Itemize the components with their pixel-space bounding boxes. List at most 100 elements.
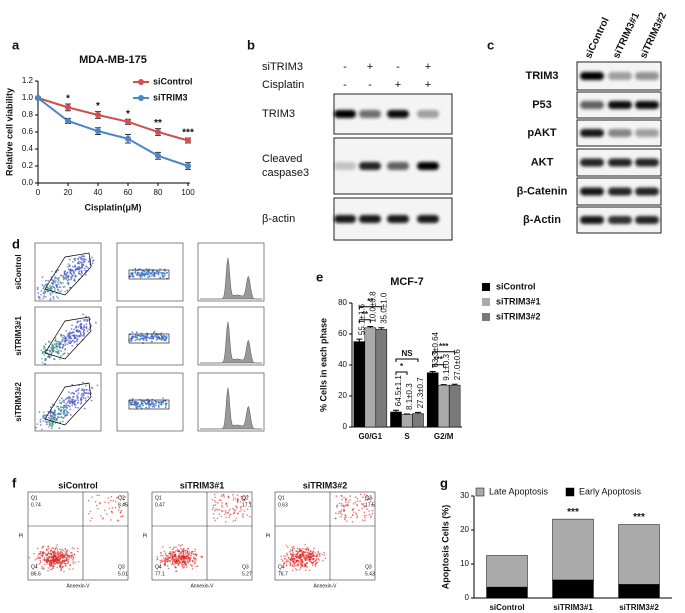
bar-annotation: 55.1±1.6	[357, 303, 366, 335]
condition-level: -	[396, 61, 400, 73]
flow-dot	[61, 554, 63, 557]
flow-dot	[190, 554, 193, 557]
flow-dot	[365, 505, 367, 507]
bar	[353, 341, 366, 428]
bar	[552, 579, 594, 599]
flow-dot	[306, 554, 309, 557]
flow-dot	[283, 555, 285, 557]
legend-label: Late Apoptosis	[489, 486, 549, 496]
y-axis-label: PI	[266, 533, 271, 539]
point	[155, 152, 161, 159]
flow-dot	[156, 334, 159, 336]
flow-dot	[296, 551, 299, 553]
flow-dot	[306, 557, 308, 559]
flow-dot	[241, 495, 243, 498]
flow-dot	[362, 502, 365, 505]
gate	[44, 316, 92, 360]
flow-dot	[51, 291, 54, 294]
flow-dot	[76, 394, 79, 397]
x-tick-label: 80	[154, 188, 163, 197]
blot-row-label: pAKT	[527, 127, 557, 139]
flow-dot	[63, 270, 66, 273]
flow-dot	[57, 407, 60, 410]
flow-dot	[160, 332, 163, 335]
error-bar	[393, 409, 399, 412]
bar	[486, 555, 528, 588]
flow-dot	[314, 565, 317, 567]
quadrant-value: 17.5	[365, 502, 375, 508]
flow-dot	[88, 512, 90, 515]
flow-dot	[53, 552, 55, 554]
flow-dot	[85, 327, 88, 330]
flow-dot	[41, 357, 43, 360]
flow-dot	[171, 548, 174, 551]
flow-dot	[34, 558, 36, 561]
flow-dot	[53, 418, 56, 421]
flow-dot	[85, 315, 88, 318]
flow-dot	[174, 562, 177, 565]
flow-dot	[186, 555, 189, 558]
flow-dot	[228, 516, 231, 519]
flow-dot	[54, 557, 57, 560]
flow-dot	[158, 566, 160, 568]
x-tick-label: siTRIM3#2	[619, 603, 659, 612]
flow-dot	[131, 331, 134, 333]
bar-annotation: 9.1±0.3	[442, 354, 451, 381]
flow-dot	[311, 561, 313, 563]
flow-dot	[300, 554, 303, 557]
flow-dot	[80, 398, 82, 401]
flow-dot	[157, 400, 159, 403]
bracket	[395, 358, 419, 362]
flow-dot	[91, 496, 93, 498]
flow-dot	[48, 557, 50, 559]
flow-dot	[80, 266, 83, 269]
flow-dot	[85, 389, 88, 391]
flow-dot	[70, 332, 73, 334]
flow-dot	[139, 338, 142, 341]
flow-dot	[306, 566, 309, 569]
flow-dot	[214, 496, 216, 499]
flow-dot	[65, 559, 67, 562]
flow-dot	[67, 412, 70, 414]
flow-dot	[242, 516, 244, 518]
flow-dot	[35, 563, 38, 565]
flow-dot	[44, 420, 47, 423]
flow-dot	[194, 548, 196, 550]
flow-dot	[123, 498, 126, 501]
flow-dot	[39, 556, 42, 559]
flow-dot	[54, 547, 57, 550]
bar	[375, 329, 388, 428]
point	[125, 118, 131, 125]
flow-dot	[74, 259, 76, 262]
flow-dot	[69, 272, 72, 274]
y-tick-label: 0	[465, 593, 470, 602]
flow-dot	[107, 502, 110, 504]
significance: ***	[567, 507, 579, 518]
flow-dot	[59, 401, 61, 404]
legend-marker	[138, 79, 144, 85]
flow-dot	[76, 321, 78, 324]
flow-dot	[71, 344, 74, 347]
flow-dot	[37, 557, 39, 560]
flow-dot	[295, 569, 298, 571]
flow-dot	[162, 560, 164, 562]
bracket	[358, 306, 382, 310]
flow-dot	[65, 552, 68, 554]
flow-dot	[51, 547, 53, 549]
flow-dot	[44, 295, 47, 298]
flow-dot	[54, 416, 56, 419]
flow-dot	[164, 406, 167, 409]
flow-dot	[131, 336, 134, 339]
flow-dot	[52, 561, 54, 564]
flow-dot	[184, 556, 187, 559]
flow-dot	[78, 272, 81, 275]
series-line	[37, 97, 189, 167]
flow-dot	[49, 424, 52, 427]
blot-band	[635, 101, 659, 109]
flow-dot	[83, 324, 86, 327]
flow-dot	[79, 320, 82, 322]
flow-dot	[161, 274, 164, 277]
flow-dot	[55, 343, 57, 346]
blot-row-label: AKT	[531, 156, 554, 168]
flow-dot	[38, 411, 41, 413]
